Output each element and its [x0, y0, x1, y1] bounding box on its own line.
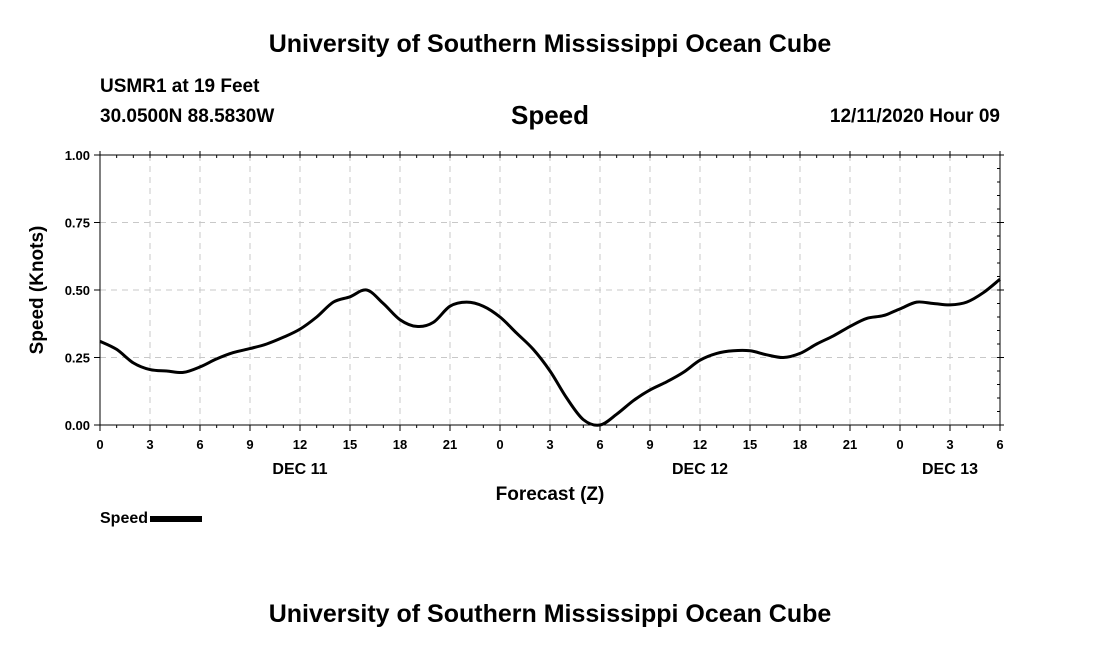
- y-tick-label: 0.75: [65, 216, 90, 231]
- x-tick-label: 12: [293, 437, 307, 452]
- x-tick-label: 21: [843, 437, 857, 452]
- station-label: USMR1 at 19 Feet: [100, 76, 260, 97]
- footer-title: University of Southern Mississippi Ocean…: [268, 600, 832, 628]
- coordinates-label: 30.0500N 88.5830W: [100, 106, 275, 127]
- x-tick-label: 9: [246, 437, 253, 452]
- y-axis-title: Speed (Knots): [27, 226, 48, 355]
- main-title: University of Southern Mississippi Ocean…: [268, 30, 832, 58]
- legend: Speed: [100, 510, 203, 528]
- day-label: DEC 11: [272, 461, 327, 478]
- x-tick-label: 15: [743, 437, 757, 452]
- y-tick-label: 1.00: [65, 148, 90, 163]
- y-tick-label: 0.50: [65, 283, 90, 298]
- axis-ticks: [94, 151, 1004, 431]
- x-tick-label: 9: [646, 437, 653, 452]
- grid-lines: [100, 155, 1000, 425]
- legend-swatch: [150, 516, 203, 522]
- series-layer: [99, 278, 1001, 427]
- x-tick-label: 21: [443, 437, 457, 452]
- day-label: DEC 13: [922, 461, 978, 478]
- x-tick-label: 18: [793, 437, 807, 452]
- x-axis-title: Forecast (Z): [496, 484, 605, 505]
- axis-tick-labels: 0.00 0.25 0.50 0.75 1.00 0 3 6 9 12 15 18 21 0 3 6 9 12 15…: [65, 148, 1004, 478]
- x-tick-label: 6: [196, 437, 203, 452]
- x-tick-label: 6: [996, 437, 1003, 452]
- x-tick-label: 18: [393, 437, 407, 452]
- x-tick-label: 3: [146, 437, 153, 452]
- x-tick-label: 3: [546, 437, 553, 452]
- y-tick-label: 0.00: [65, 418, 90, 433]
- chart-title: Speed: [510, 100, 590, 130]
- day-label: DEC 12: [672, 461, 728, 478]
- x-tick-label: 15: [343, 437, 357, 452]
- x-tick-label: 0: [896, 437, 903, 452]
- series-line-speed: [99, 278, 1001, 427]
- x-tick-label: 12: [693, 437, 707, 452]
- y-tick-label: 0.25: [65, 351, 90, 366]
- x-tick-label: 0: [496, 437, 503, 452]
- legend-label: Speed: [100, 510, 149, 527]
- x-tick-label: 3: [946, 437, 953, 452]
- x-tick-label: 6: [596, 437, 603, 452]
- x-tick-label: 0: [96, 437, 103, 452]
- timestamp-label: 12/11/2020 Hour 09: [829, 106, 1000, 127]
